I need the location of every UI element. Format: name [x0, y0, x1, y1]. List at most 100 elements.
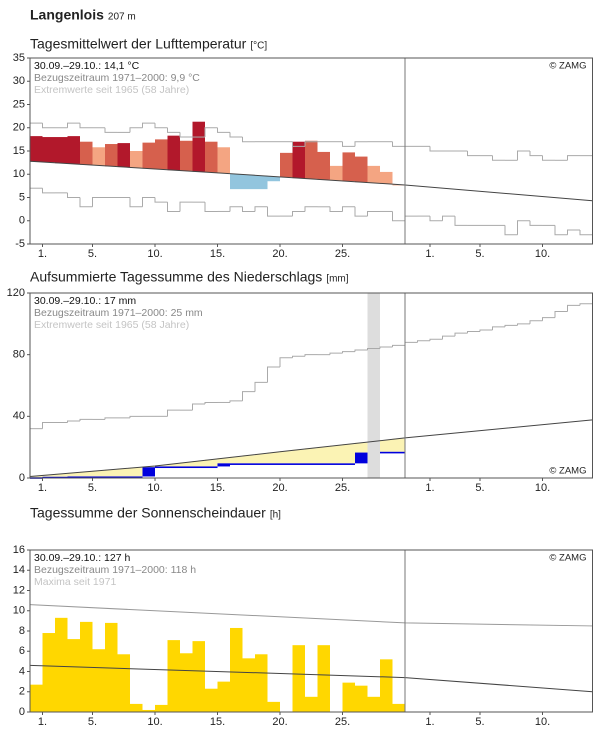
sun-bar: [355, 685, 368, 712]
max-line: [154, 123, 168, 129]
precip-step: [392, 451, 405, 454]
min-line: [42, 188, 55, 194]
precip-step: [130, 476, 143, 479]
credit: © ZAMG: [549, 553, 586, 564]
temp-bar: [30, 136, 43, 162]
max-line: [142, 122, 155, 128]
y-tick-label: 0: [19, 706, 25, 718]
x-tick-label: 1.: [38, 482, 47, 494]
sun-bar: [180, 653, 193, 712]
x-tick-label: 20.: [272, 248, 287, 260]
y-tick-label: 4: [19, 665, 25, 677]
temp-bar: [230, 174, 243, 190]
max-line: [42, 123, 55, 129]
max-line: [467, 331, 480, 334]
min-line: [454, 216, 468, 226]
deficit: [42, 474, 55, 477]
x-tick-label: 5.: [475, 482, 484, 494]
min-line: [304, 206, 318, 212]
min-line: [504, 225, 518, 236]
min-line: [442, 215, 455, 221]
deficit: [130, 467, 143, 477]
y-tick-label: 12: [13, 584, 25, 596]
sun-bar: [92, 649, 105, 712]
sun-bar: [130, 703, 143, 712]
temp-bar: [117, 143, 130, 168]
min-line: [167, 202, 180, 212]
temp-bar: [42, 137, 55, 163]
note: 30.09.–29.10.: 17 mm: [34, 295, 136, 307]
temp-bar: [142, 142, 155, 169]
sun-bar: [217, 681, 230, 712]
min-line: [554, 225, 568, 236]
min-line: [517, 220, 530, 235]
max-line: [304, 354, 318, 357]
max-line: [179, 132, 193, 138]
min-line: [367, 210, 380, 217]
max-line: [517, 323, 530, 326]
min-line: [129, 197, 143, 208]
x-tick-label: 5.: [88, 716, 97, 728]
sun-bar: [142, 709, 155, 712]
x-tick-label: 1.: [425, 716, 434, 728]
max-line: [254, 381, 268, 392]
max-line: [204, 127, 218, 138]
x-tick-label: 15.: [210, 248, 225, 260]
reference-line: [29, 419, 593, 477]
y-tick-label: 40: [13, 410, 25, 422]
deficit: [205, 459, 218, 467]
max-line: [279, 357, 293, 367]
max-line: [454, 332, 468, 337]
max-line: [329, 352, 343, 355]
note: Extremwerte seit 1965 (58 Jahre): [34, 319, 189, 331]
precip-step: [80, 476, 93, 479]
max-line: [242, 137, 255, 143]
temp-bar: [217, 147, 230, 174]
min-line: [354, 206, 368, 217]
min-line: [204, 202, 218, 212]
sun-bar: [230, 627, 243, 712]
precip-step: [117, 476, 130, 479]
min-line: [342, 206, 355, 212]
max-line: [267, 366, 280, 383]
chart-title: Tagesmittelwert der Lufttemperatur: [30, 36, 247, 52]
min-line: [79, 197, 93, 208]
min-line: [179, 201, 193, 212]
x-tick-label: 10.: [535, 716, 550, 728]
max-line: [379, 346, 393, 349]
x-tick-label: 10.: [147, 716, 162, 728]
max-line: [529, 320, 543, 324]
precip-step: [355, 452, 368, 464]
x-tick-label: 10.: [535, 482, 550, 494]
x-tick-label: 20.: [272, 716, 287, 728]
x-tick-label: 10.: [535, 248, 550, 260]
min-line: [567, 229, 580, 235]
deficit: [342, 444, 355, 464]
deficit: [155, 465, 168, 467]
min-line: [267, 206, 280, 217]
precip-step: [192, 466, 205, 469]
x-tick-label: 5.: [475, 248, 484, 260]
deficit: [230, 456, 243, 464]
deficit: [305, 448, 318, 464]
max-line: [417, 340, 430, 343]
max-line: [492, 155, 505, 161]
max-line: [304, 141, 318, 147]
x-tick-label: 15.: [210, 482, 225, 494]
precip-step: [92, 476, 105, 479]
sun-bar: [380, 659, 393, 712]
chart-title: Aufsummierte Tagessumme des Niederschlag…: [30, 269, 322, 285]
min-line: [392, 211, 405, 222]
max-line: [579, 303, 593, 306]
sun-bar: [42, 633, 55, 712]
y-tick-label: 8: [19, 625, 25, 637]
sun-bar: [342, 682, 355, 712]
max-line: [129, 127, 143, 133]
max-line: [204, 401, 218, 404]
y-tick-label: 14: [13, 564, 25, 576]
y-tick-label: 35: [13, 52, 25, 64]
sun-bar: [167, 640, 180, 712]
temp-bar: [92, 147, 105, 166]
deficit: [392, 438, 405, 452]
